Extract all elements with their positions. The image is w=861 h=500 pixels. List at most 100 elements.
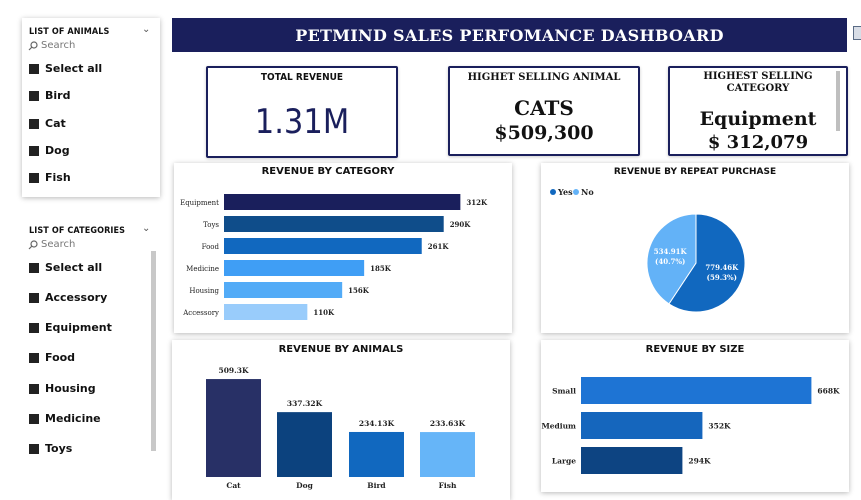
top-category-value: $ 312,079 xyxy=(707,132,809,153)
pie-percent-label-no: (40.7%) xyxy=(655,257,685,266)
category-slicer-title: LIST OF CATEGORIES xyxy=(29,226,126,236)
chart-title: REVENUE BY REPEAT PURCHASE xyxy=(613,167,777,177)
checkbox-icon xyxy=(29,352,39,363)
legend-marker-no xyxy=(573,189,579,195)
option-label: Equipment xyxy=(45,321,112,334)
revenue-by-repeat-chart: REVENUE BY REPEAT PURCHASE Yes No 779.46K (… xyxy=(541,163,849,333)
checkbox-icon xyxy=(29,145,39,156)
category-option-toys[interactable]: Toys xyxy=(29,442,72,455)
option-label: Dog xyxy=(45,144,70,157)
data-label-large: 294K xyxy=(688,457,711,466)
bar-medicine xyxy=(224,260,365,276)
chevron-down-icon[interactable]: ⌄ xyxy=(142,24,151,35)
dashboard-title: PETMIND SALES PERFOMANCE DASHBOARD xyxy=(172,18,847,52)
bar-toys xyxy=(224,216,444,232)
chevron-down-icon[interactable]: ⌄ xyxy=(142,223,151,234)
option-label: Fish xyxy=(45,171,71,184)
bar-cat xyxy=(206,379,261,477)
checkbox-icon xyxy=(29,443,39,454)
bar-fish xyxy=(420,432,475,477)
total-revenue-card: TOTAL REVENUE 1.31M xyxy=(206,66,398,158)
category-tick-small: Small xyxy=(552,387,576,396)
revenue-by-size-chart: REVENUE BY SIZE Small 668K Medium 352K Large… xyxy=(541,340,849,492)
pie-slice-yes xyxy=(668,213,746,313)
top-category-name: Equipment xyxy=(699,108,817,130)
checkbox-icon xyxy=(29,322,39,333)
legend-label-no: No xyxy=(581,187,594,197)
data-label-medium: 352K xyxy=(708,422,731,431)
top-animal-value: $509,300 xyxy=(494,122,594,144)
category-option-select-all[interactable]: Select all xyxy=(29,261,102,274)
option-label: Cat xyxy=(45,117,66,130)
option-label: Toys xyxy=(45,442,73,455)
animal-option-dog[interactable]: Dog xyxy=(29,144,70,157)
revenue-by-category-chart: REVENUE BY CATEGORY Equipment 312K Toys 290… xyxy=(174,163,512,333)
category-tick-housing: Housing xyxy=(189,287,219,295)
checkbox-icon xyxy=(29,172,39,183)
category-option-medicine[interactable]: Medicine xyxy=(29,412,101,425)
data-label-housing: 156K xyxy=(348,286,370,295)
data-label-dog: 337.32K xyxy=(287,399,323,408)
checkbox-icon xyxy=(29,262,39,273)
checkbox-icon xyxy=(29,63,39,74)
animal-option-fish[interactable]: Fish xyxy=(29,171,71,184)
animal-slicer-title: LIST OF ANIMALS xyxy=(29,27,110,37)
category-tick-equipment: Equipment xyxy=(180,199,219,207)
data-label-fish: 233.63K xyxy=(430,419,466,428)
category-option-housing[interactable]: Housing xyxy=(29,382,96,395)
animal-slicer: LIST OF ANIMALS ⌄ Search Select all Bird… xyxy=(22,18,160,197)
animal-search-placeholder: Search xyxy=(41,40,76,51)
checkbox-icon xyxy=(29,292,39,303)
legend-label-yes: Yes xyxy=(557,187,573,197)
option-label: Bird xyxy=(45,89,71,102)
chart-title: REVENUE BY ANIMALS xyxy=(278,344,404,355)
animal-option-select-all[interactable]: Select all xyxy=(29,62,102,75)
slicer-scrollbar[interactable] xyxy=(151,251,156,451)
checkbox-icon xyxy=(29,118,39,129)
data-label-medicine: 185K xyxy=(370,264,392,273)
card-scrollbar[interactable] xyxy=(836,71,840,131)
bar-housing xyxy=(224,282,343,298)
category-tick-toys: Toys xyxy=(203,221,219,229)
category-tick-food: Food xyxy=(202,243,220,251)
category-search-input[interactable]: Search xyxy=(28,239,75,250)
chart-title: REVENUE BY CATEGORY xyxy=(261,166,395,177)
category-option-equipment[interactable]: Equipment xyxy=(29,321,112,334)
total-revenue-label: TOTAL REVENUE xyxy=(260,72,344,83)
checkbox-icon xyxy=(29,413,39,424)
search-icon xyxy=(28,40,38,50)
category-tick-accessory: Accessory xyxy=(182,309,219,317)
animal-option-cat[interactable]: Cat xyxy=(29,117,66,130)
category-option-accessory[interactable]: Accessory xyxy=(29,291,107,304)
chart-title: REVENUE BY SIZE xyxy=(645,344,745,355)
pie-value-label-yes: 779.46K xyxy=(705,263,739,272)
bar-food xyxy=(224,238,422,254)
bar-dog xyxy=(277,412,332,477)
category-tick-dog: Dog xyxy=(296,481,314,490)
option-label: Food xyxy=(45,351,76,364)
top-animal-name: CATS xyxy=(514,96,574,120)
bar-medium xyxy=(581,412,703,439)
bar-large xyxy=(581,447,683,474)
category-tick-cat: Cat xyxy=(226,481,241,490)
category-tick-large: Large xyxy=(552,457,576,466)
top-animal-label: HIGHET SELLING ANIMAL xyxy=(467,72,621,83)
data-label-food: 261K xyxy=(428,242,450,251)
top-category-card: HIGHEST SELLING CATEGORY Equipment $ 312… xyxy=(668,66,848,156)
checkbox-icon xyxy=(29,90,39,101)
category-bar-chart: Equipment 312K Toys 290K Food 261K Medicine 185… xyxy=(180,194,488,320)
category-tick-bird: Bird xyxy=(367,481,386,490)
focus-mode-icon[interactable] xyxy=(853,26,861,40)
category-tick-medicine: Medicine xyxy=(186,265,219,273)
bar-small xyxy=(581,377,812,404)
search-icon xyxy=(28,239,38,249)
data-label-cat: 509.3K xyxy=(218,366,248,375)
repeat-pie-chart: Yes No 779.46K(59.3%) 534.91K(40.7%) xyxy=(550,187,746,313)
animal-search-input[interactable]: Search xyxy=(28,40,75,51)
animal-option-bird[interactable]: Bird xyxy=(29,89,70,102)
category-option-food[interactable]: Food xyxy=(29,351,75,364)
total-revenue-value: 1.31M xyxy=(254,102,350,142)
data-label-toys: 290K xyxy=(450,220,472,229)
data-label-equipment: 312K xyxy=(466,198,488,207)
pie-slice-no xyxy=(646,213,697,305)
